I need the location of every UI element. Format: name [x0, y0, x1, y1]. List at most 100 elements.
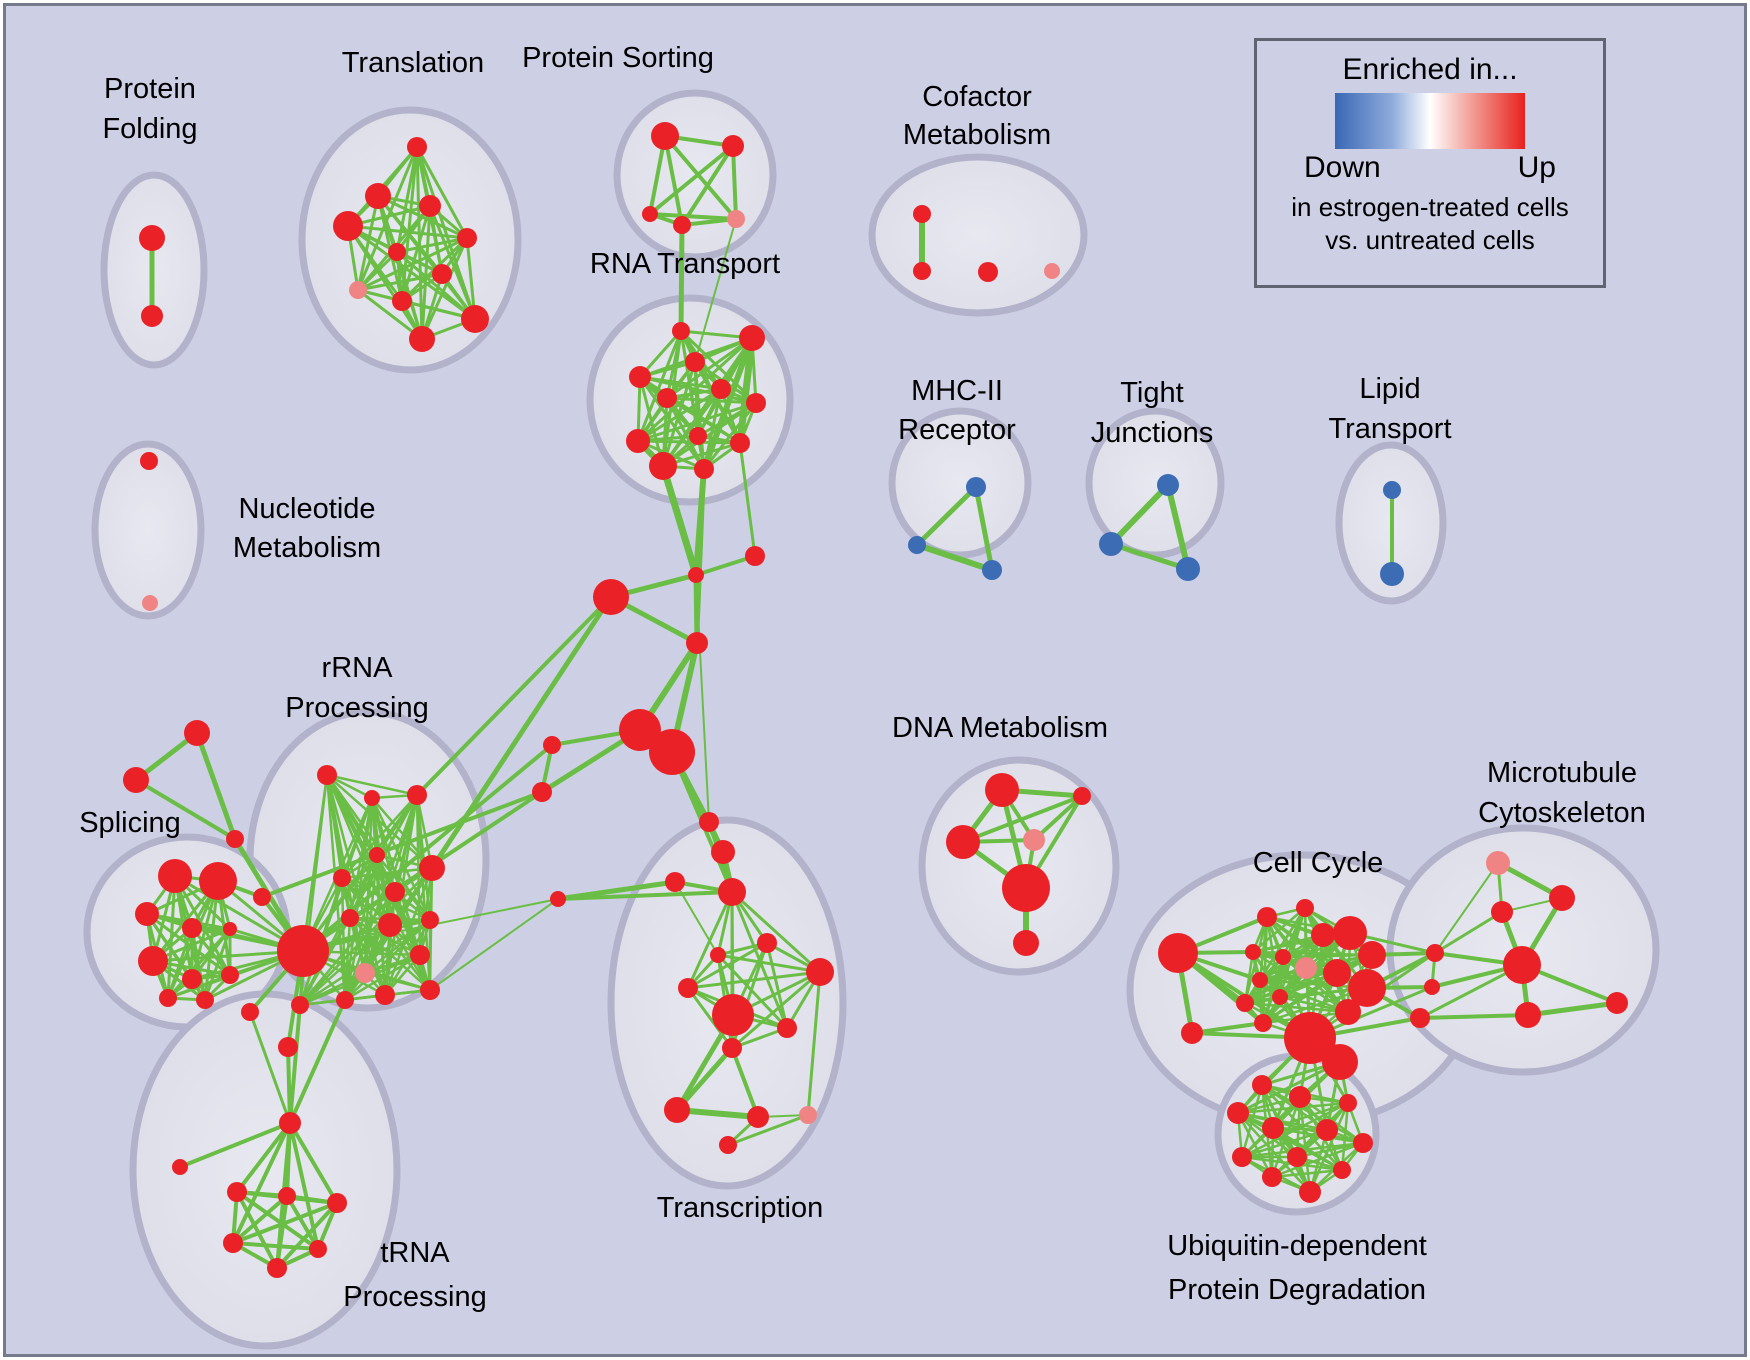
node[interactable] — [419, 195, 441, 217]
edge[interactable] — [1433, 910, 1504, 955]
node[interactable] — [1486, 851, 1510, 875]
node[interactable] — [649, 452, 677, 480]
edge[interactable] — [716, 953, 789, 1030]
node[interactable] — [139, 225, 165, 251]
node[interactable] — [978, 262, 998, 282]
edge[interactable] — [1236, 1060, 1342, 1115]
node[interactable] — [746, 393, 766, 413]
node[interactable] — [409, 326, 435, 352]
edge[interactable] — [1270, 1168, 1344, 1179]
edge[interactable] — [914, 484, 979, 548]
node[interactable] — [1245, 944, 1261, 960]
node[interactable] — [138, 946, 168, 976]
node[interactable] — [747, 1106, 769, 1128]
edge[interactable] — [694, 218, 737, 363]
edge[interactable] — [1281, 953, 1374, 959]
node[interactable] — [365, 183, 391, 209]
edge[interactable] — [395, 145, 419, 254]
node[interactable] — [1503, 946, 1541, 984]
node[interactable] — [385, 882, 405, 902]
edge[interactable] — [231, 1194, 289, 1245]
node[interactable] — [688, 567, 704, 583]
node[interactable] — [1339, 1094, 1357, 1112]
node[interactable] — [1157, 474, 1179, 496]
edge[interactable] — [686, 941, 769, 990]
node[interactable] — [686, 632, 708, 654]
node[interactable] — [184, 720, 210, 746]
node[interactable] — [665, 872, 685, 892]
edge[interactable] — [418, 866, 434, 957]
node[interactable] — [1515, 1002, 1541, 1028]
edge[interactable] — [1270, 1141, 1365, 1179]
edge[interactable] — [356, 288, 424, 341]
node[interactable] — [1272, 989, 1288, 1005]
node[interactable] — [1257, 907, 1277, 927]
node[interactable] — [317, 765, 337, 785]
node[interactable] — [694, 459, 714, 479]
node[interactable] — [1252, 972, 1268, 988]
edge[interactable] — [765, 941, 789, 1030]
edge[interactable] — [248, 1010, 292, 1125]
edge[interactable] — [1295, 1141, 1365, 1159]
node[interactable] — [1044, 263, 1060, 279]
node[interactable] — [712, 994, 754, 1036]
node[interactable] — [140, 452, 158, 470]
node[interactable] — [1262, 1117, 1284, 1139]
edge[interactable] — [346, 224, 477, 321]
node[interactable] — [1254, 1014, 1272, 1032]
edge[interactable] — [674, 1045, 735, 1113]
edge[interactable] — [1418, 963, 1524, 1020]
edge[interactable] — [1190, 1021, 1265, 1035]
edge[interactable] — [678, 222, 685, 334]
node[interactable] — [1284, 1012, 1336, 1064]
node[interactable] — [388, 243, 406, 261]
node[interactable] — [745, 546, 765, 566]
edge[interactable] — [166, 927, 232, 1000]
edge[interactable] — [731, 144, 738, 221]
node[interactable] — [657, 388, 677, 408]
edge[interactable] — [730, 1046, 760, 1119]
node[interactable] — [123, 767, 149, 793]
node[interactable] — [407, 137, 427, 157]
edge[interactable] — [663, 134, 684, 227]
edge[interactable] — [1434, 862, 1499, 954]
edge[interactable] — [665, 396, 706, 471]
edge[interactable] — [674, 881, 719, 956]
edge[interactable] — [288, 1003, 302, 1125]
node[interactable] — [711, 840, 735, 864]
edge[interactable] — [343, 923, 392, 1002]
edge[interactable] — [680, 217, 738, 227]
node[interactable] — [158, 859, 192, 893]
node[interactable] — [432, 264, 452, 284]
node[interactable] — [1181, 1022, 1203, 1044]
edge[interactable] — [665, 336, 754, 400]
edge[interactable] — [194, 730, 238, 842]
node[interactable] — [410, 945, 430, 965]
node[interactable] — [722, 135, 744, 157]
edge[interactable] — [356, 272, 444, 292]
node[interactable] — [1333, 1161, 1351, 1179]
node[interactable] — [421, 911, 439, 929]
edge[interactable] — [340, 866, 434, 880]
edge[interactable] — [429, 898, 559, 991]
node[interactable] — [196, 991, 214, 1009]
node[interactable] — [1606, 992, 1628, 1014]
edge[interactable] — [1243, 1001, 1350, 1014]
node[interactable] — [1275, 949, 1291, 965]
edge[interactable] — [659, 462, 700, 579]
node[interactable] — [711, 379, 731, 399]
node[interactable] — [336, 991, 354, 1009]
node[interactable] — [1073, 787, 1091, 805]
edge[interactable] — [285, 1194, 320, 1251]
node[interactable] — [241, 1003, 259, 1021]
node[interactable] — [1424, 979, 1440, 995]
node[interactable] — [1311, 923, 1335, 947]
node[interactable] — [730, 433, 750, 453]
edge[interactable] — [674, 1107, 761, 1120]
node[interactable] — [699, 812, 719, 832]
node[interactable] — [642, 206, 658, 222]
edge[interactable] — [663, 134, 738, 221]
edge[interactable] — [638, 375, 758, 405]
node[interactable] — [913, 205, 931, 223]
edge[interactable] — [231, 1201, 339, 1245]
